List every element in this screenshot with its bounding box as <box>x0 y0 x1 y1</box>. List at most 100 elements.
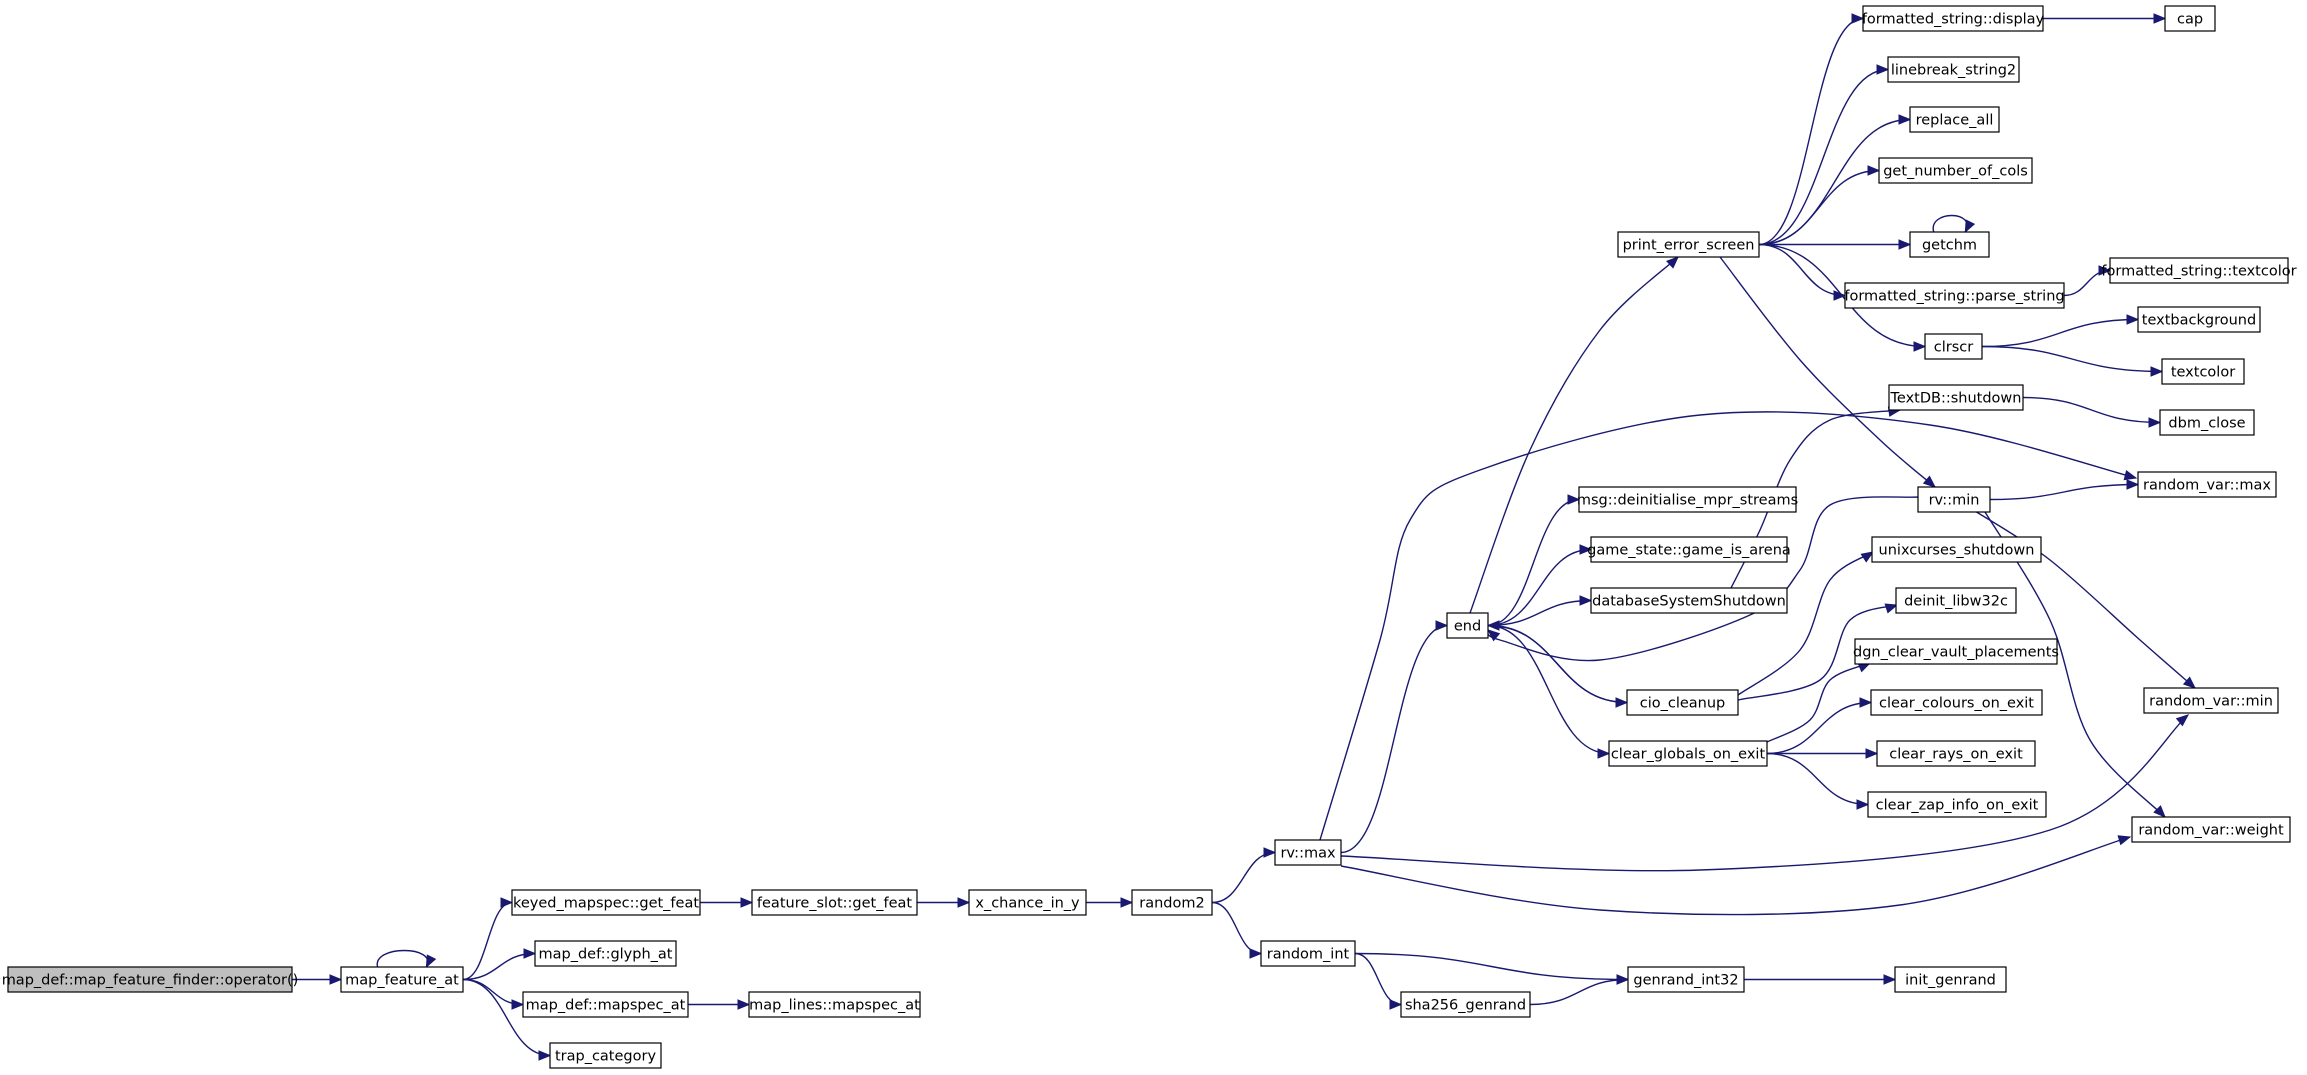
graph-nodes: map_def::map_feature_finder::operator()m… <box>2 5 2297 1069</box>
edge-line <box>1758 17 1864 246</box>
node-box <box>1887 56 2020 83</box>
graph-node-cgoe[interactable]: clear_globals_on_exit <box>1608 740 1768 767</box>
node-box <box>1446 612 1489 639</box>
edge-arrowhead <box>2182 676 2196 689</box>
node-box <box>968 889 1087 916</box>
graph-node-fsps[interactable]: formatted_string::parse_string <box>1844 282 2065 309</box>
edge-arrowhead <box>2148 417 2162 428</box>
graph-node-pes[interactable]: print_error_screen <box>1617 231 1760 258</box>
edge-end-to-dss <box>1487 595 1593 627</box>
graph-node-sha[interactable]: sha256_genrand <box>1400 991 1531 1018</box>
node-label: cap <box>2177 12 2203 28</box>
graph-node-end[interactable]: end <box>1446 612 1489 639</box>
graph-node-lbs[interactable]: linebreak_string2 <box>1887 56 2020 83</box>
graph-node-gsa[interactable]: game_state::game_is_arena <box>1587 536 1791 563</box>
edge-cgoe-to-ccoe <box>1766 697 1873 755</box>
edge-end-to-msg <box>1487 494 1581 627</box>
edge-arrowhead <box>1120 897 1134 908</box>
graph-node-tc[interactable]: trap_category <box>549 1042 662 1069</box>
node-label: formatted_string::parse_string <box>1844 289 2064 305</box>
edge-rvmax-to-end <box>1340 620 1449 854</box>
node-label: clear_zap_info_on_exit <box>1876 798 2039 814</box>
graph-node-cio[interactable]: cio_cleanup <box>1626 689 1739 716</box>
graph-node-mdga[interactable]: map_def::glyph_at <box>534 940 677 967</box>
edge-getchm-to-getchm <box>1932 214 1976 234</box>
edge-line <box>1737 604 1898 701</box>
node-label: random_var::max <box>2143 478 2271 494</box>
graph-node-kmgf[interactable]: keyed_mapspec::get_feat <box>511 889 701 916</box>
edge-pes-to-fsd <box>1758 13 1865 246</box>
graph-node-fsd[interactable]: formatted_string::display <box>1862 5 2045 32</box>
edge-arrowhead <box>1597 748 1611 759</box>
node-label: sha256_genrand <box>1405 998 1526 1014</box>
graph-node-dcvp[interactable]: dgn_clear_vault_placements <box>1853 638 2059 665</box>
edge-mdma-to-mlma <box>687 999 751 1010</box>
graph-node-mdma[interactable]: map_def::mapspec_at <box>522 991 689 1018</box>
graph-node-clrscr[interactable]: clrscr <box>1924 333 1983 360</box>
graph-node-xc[interactable]: x_chance_in_y <box>968 889 1087 916</box>
node-label: random2 <box>1139 896 1204 912</box>
graph-node-dss[interactable]: databaseSystemShutdown <box>1590 587 1788 614</box>
graph-node-r2[interactable]: random2 <box>1131 889 1213 916</box>
edge-rvmin-to-rvarmin <box>1974 510 2196 689</box>
graph-node-tcol[interactable]: textcolor <box>2161 358 2245 385</box>
node-box <box>1870 689 2043 716</box>
edge-cio-to-end <box>1486 620 1628 704</box>
edge-arrowhead <box>1922 475 1937 488</box>
graph-node-rvarmin[interactable]: random_var::min <box>2143 687 2279 714</box>
edge-end-to-gsa <box>1487 544 1593 627</box>
edge-arrowhead <box>523 948 537 959</box>
graph-node-rvmin[interactable]: rv::min <box>1917 486 1991 513</box>
graph-node-croe[interactable]: clear_rays_on_exit <box>1876 740 2036 767</box>
graph-node-cap[interactable]: cap <box>2164 5 2216 32</box>
node-box <box>7 966 293 993</box>
edge-tdbs-to-dbmc <box>2022 396 2162 428</box>
graph-node-msg[interactable]: msg::deinitialise_mpr_streams <box>1577 486 1798 513</box>
edge-cio-to-uxs <box>1737 551 1875 696</box>
edge-arrowhead <box>737 999 751 1010</box>
edge-arrowhead <box>1435 620 1449 631</box>
graph-node-igr[interactable]: init_genrand <box>1894 966 2007 993</box>
graph-node-ccoe[interactable]: clear_colours_on_exit <box>1870 689 2043 716</box>
node-box <box>1854 638 2058 665</box>
graph-node-dlw[interactable]: deinit_libw32c <box>1895 587 2017 614</box>
graph-node-dbmc[interactable]: dbm_close <box>2159 409 2255 436</box>
node-label: random_var::min <box>2149 694 2273 710</box>
graph-node-rvarmax[interactable]: random_var::max <box>2137 471 2277 498</box>
graph-node-rvarw[interactable]: random_var::weight <box>2131 816 2291 843</box>
graph-node-mlma[interactable]: map_lines::mapspec_at <box>748 991 921 1018</box>
graph-node-tbg[interactable]: textbackground <box>2137 306 2261 333</box>
edge-pes-to-lbs <box>1758 64 1890 246</box>
edge-clrscr-to-tcol <box>1981 345 2164 377</box>
graph-node-mfa[interactable]: map_feature_at <box>340 966 464 993</box>
edge-line <box>1211 901 1262 955</box>
edge-gr32-to-igr <box>1743 974 1897 985</box>
edge-arrowhead <box>1884 603 1899 614</box>
node-label: random_int <box>1267 947 1350 963</box>
graph-node-fstc[interactable]: formatted_string::textcolor <box>2101 257 2297 284</box>
graph-node-gr32[interactable]: genrand_int32 <box>1627 966 1745 993</box>
graph-node-uxs[interactable]: unixcurses_shutdown <box>1871 536 2042 563</box>
edge-arrowhead <box>1964 219 1976 234</box>
graph-node-getchm[interactable]: getchm <box>1909 231 1990 258</box>
node-label: msg::deinitialise_mpr_streams <box>1577 493 1798 509</box>
node-box <box>1888 384 2024 411</box>
node-label: dgn_clear_vault_placements <box>1853 645 2059 661</box>
edge-line <box>462 978 551 1057</box>
graph-node-tdbs[interactable]: TextDB::shutdown <box>1888 384 2024 411</box>
graph-node-ri[interactable]: random_int <box>1260 940 1356 967</box>
edge-end-to-pes <box>1469 256 1679 614</box>
edge-arrowhead <box>1898 239 1912 250</box>
graph-node-czioe[interactable]: clear_zap_info_on_exit <box>1867 791 2047 818</box>
graph-node-root[interactable]: map_def::map_feature_finder::operator() <box>2 966 299 993</box>
graph-node-fsgf[interactable]: feature_slot::get_feat <box>751 889 918 916</box>
edge-pes-to-rvmin <box>1719 256 1937 488</box>
graph-node-gnc[interactable]: get_number_of_cols <box>1878 157 2033 184</box>
node-label: game_state::game_is_arena <box>1587 543 1791 559</box>
node-label: map_def::map_feature_finder::operator() <box>2 973 299 989</box>
graph-node-ra[interactable]: replace_all <box>1909 106 2000 133</box>
graph-node-rvmax[interactable]: rv::max <box>1274 839 1342 866</box>
edge-fsd-to-cap <box>2043 13 2167 24</box>
edge-arrowhead <box>2153 13 2167 24</box>
